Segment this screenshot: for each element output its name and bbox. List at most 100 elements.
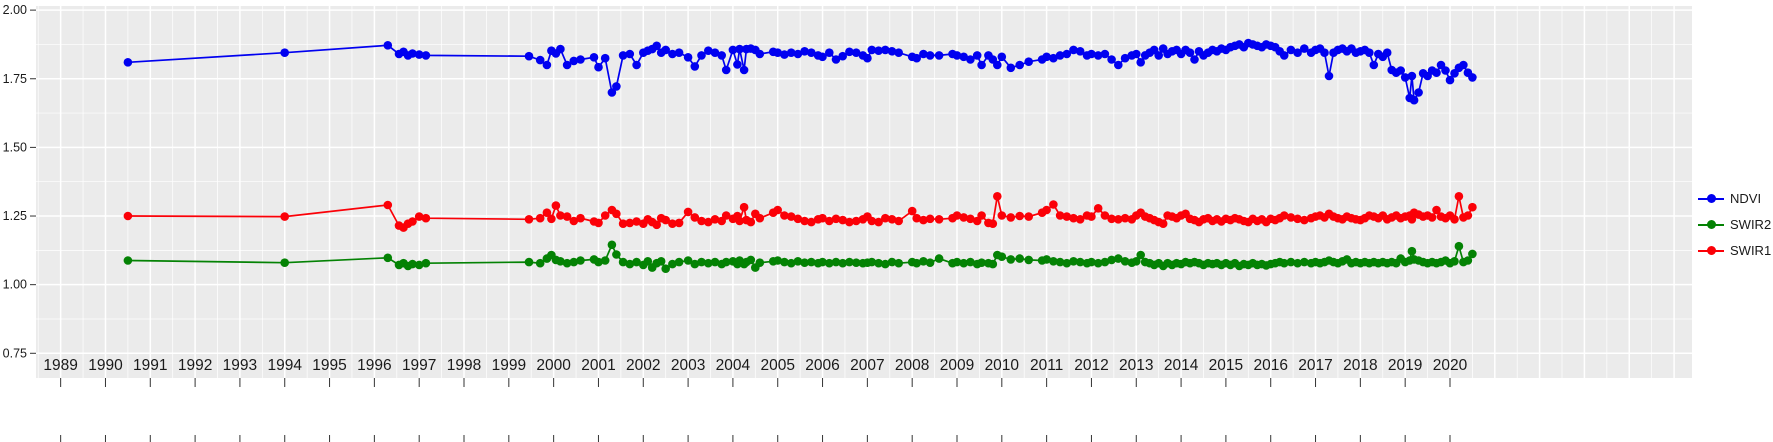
data-point-SWIR1 [1279,211,1289,220]
data-point-SWIR1 [1293,214,1302,224]
data-point-NDVI [1382,48,1392,57]
x-tick-label: 2012 [1074,357,1108,374]
data-point-SWIR2 [867,257,877,267]
data-point-SWIR1 [773,205,782,215]
data-point-NDVI [1136,58,1145,67]
data-point-SWIR1 [1300,215,1309,225]
data-point-SWIR1 [1015,211,1024,221]
legend-point-swatch [1706,220,1716,229]
data-point-NDVI [755,49,765,59]
data-point-SWIR2 [1049,257,1058,266]
data-point-SWIR1 [977,211,986,220]
data-point-SWIR2 [780,257,789,267]
data-point-NDVI [421,51,431,60]
data-point-NDVI [972,51,982,60]
data-point-SWIR2 [656,257,666,266]
legend-point-swatch [1706,194,1716,203]
x-tick-label: 1998 [447,357,481,374]
data-point-SWIR1 [1055,211,1065,220]
data-point-NDVI [1396,66,1405,75]
data-point-SWIR2 [851,258,861,268]
data-point-NDVI [894,48,903,57]
data-point-SWIR1 [632,217,641,226]
legend-key-swir2 [1698,216,1724,233]
data-point-NDVI [1414,88,1423,97]
data-point-SWIR2 [1468,249,1477,259]
data-point-SWIR1 [1450,215,1459,224]
data-point-SWIR2 [1075,257,1085,267]
x-tick-label: 2000 [536,357,571,374]
data-point-SWIR1 [280,212,290,221]
data-point-SWIR2 [793,257,803,266]
data-point-SWIR2 [773,256,782,265]
data-point-SWIR2 [612,250,621,259]
data-point-SWIR2 [912,258,921,268]
data-point-SWIR2 [1136,250,1145,260]
data-point-NDVI [710,48,720,57]
data-point-NDVI [1093,51,1103,60]
data-point-NDVI [1441,66,1450,75]
data-point-SWIR2 [800,258,809,268]
data-point-NDVI [728,45,738,55]
data-point-SWIR1 [562,212,572,221]
data-point-NDVI [1468,73,1477,82]
data-point-NDVI [1432,68,1441,77]
data-point-NDVI [721,65,731,75]
data-point-SWIR2 [562,258,572,268]
data-point-SWIR2 [1300,257,1309,267]
data-point-SWIR1 [988,219,998,228]
data-point-SWIR1 [1158,219,1168,228]
data-point-SWIR1 [1432,205,1441,215]
data-point-SWIR2 [1120,257,1130,266]
data-point-SWIR1 [746,217,756,227]
data-point-SWIR2 [710,257,720,267]
data-point-NDVI [1006,63,1016,73]
data-point-SWIR1 [807,217,816,227]
legend-item-swir2: SWIR2 [1698,216,1771,233]
data-point-SWIR1 [800,216,809,226]
data-point-SWIR1 [383,200,393,210]
data-point-NDVI [569,56,579,66]
data-point-NDVI [1024,57,1033,66]
data-point-SWIR2 [576,256,585,265]
data-point-SWIR2 [594,257,603,267]
data-point-SWIR1 [1075,215,1085,224]
data-point-SWIR1 [661,215,670,225]
data-point-NDVI [851,48,861,57]
data-point-SWIR2 [1132,257,1141,266]
data-point-NDVI [1107,55,1116,64]
data-point-NDVI [542,60,552,70]
data-point-SWIR2 [1062,258,1072,268]
data-point-NDVI [1365,48,1374,57]
data-point-SWIR1 [123,211,133,221]
data-point-NDVI [1409,95,1419,105]
data-point-NDVI [1055,51,1065,60]
data-point-NDVI [668,49,677,59]
data-point-NDVI [690,62,700,71]
data-point-SWIR2 [874,258,883,268]
data-point-NDVI [818,52,827,62]
data-point-SWIR1 [625,218,635,228]
data-point-SWIR1 [542,208,552,217]
data-point-NDVI [780,50,789,59]
data-point-NDVI [632,60,641,70]
data-point-NDVI [414,50,424,59]
data-point-SWIR2 [966,257,975,267]
data-point-SWIR2 [704,258,713,268]
data-point-NDVI [786,48,796,57]
data-point-SWIR2 [123,256,133,265]
data-point-SWIR1 [894,216,903,226]
data-point-SWIR2 [997,252,1007,261]
data-point-NDVI [383,41,393,50]
data-point-SWIR2 [755,258,765,268]
data-point-SWIR1 [1093,204,1103,213]
data-point-SWIR1 [952,211,962,220]
data-point-SWIR2 [414,260,424,270]
data-point-SWIR2 [1069,257,1078,266]
data-point-SWIR1 [652,220,661,230]
data-point-SWIR2 [556,257,565,266]
data-point-SWIR1 [1286,213,1296,222]
y-tick-label: 1.00 [3,278,27,292]
data-point-NDVI [683,53,693,62]
data-point-SWIR2 [690,259,700,269]
